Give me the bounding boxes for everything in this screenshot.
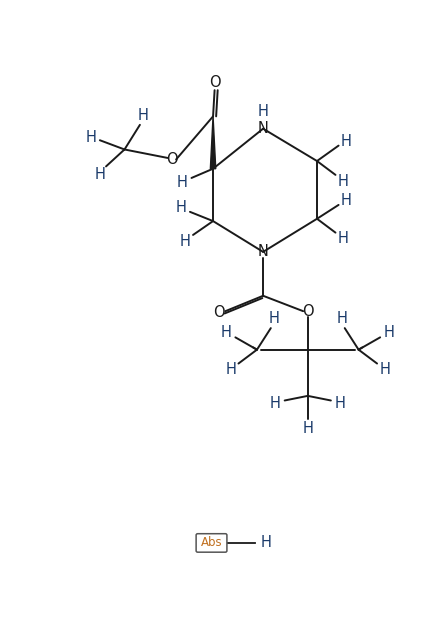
Text: H: H <box>379 362 390 377</box>
FancyBboxPatch shape <box>196 534 227 552</box>
Text: H: H <box>338 232 349 246</box>
Text: N: N <box>258 121 268 136</box>
Text: H: H <box>138 108 149 123</box>
Text: H: H <box>175 200 186 215</box>
Text: O: O <box>213 305 224 320</box>
Text: H: H <box>270 396 281 411</box>
Text: O: O <box>302 303 313 319</box>
Text: H: H <box>261 536 271 550</box>
Text: Abs: Abs <box>201 536 222 550</box>
Text: H: H <box>258 104 268 119</box>
Text: H: H <box>94 167 105 183</box>
Polygon shape <box>210 116 216 169</box>
Text: H: H <box>221 325 232 340</box>
Text: H: H <box>384 325 395 340</box>
Text: H: H <box>180 233 191 249</box>
Text: H: H <box>85 130 96 144</box>
Text: H: H <box>341 134 352 148</box>
Text: H: H <box>341 193 352 208</box>
Text: H: H <box>225 362 236 377</box>
Text: H: H <box>335 396 346 411</box>
Text: H: H <box>336 312 347 326</box>
Text: H: H <box>338 174 349 188</box>
Text: N: N <box>258 244 268 259</box>
Text: H: H <box>177 175 187 190</box>
Text: H: H <box>268 312 279 326</box>
Text: O: O <box>166 152 178 167</box>
Text: H: H <box>302 420 313 436</box>
Text: O: O <box>210 75 221 90</box>
